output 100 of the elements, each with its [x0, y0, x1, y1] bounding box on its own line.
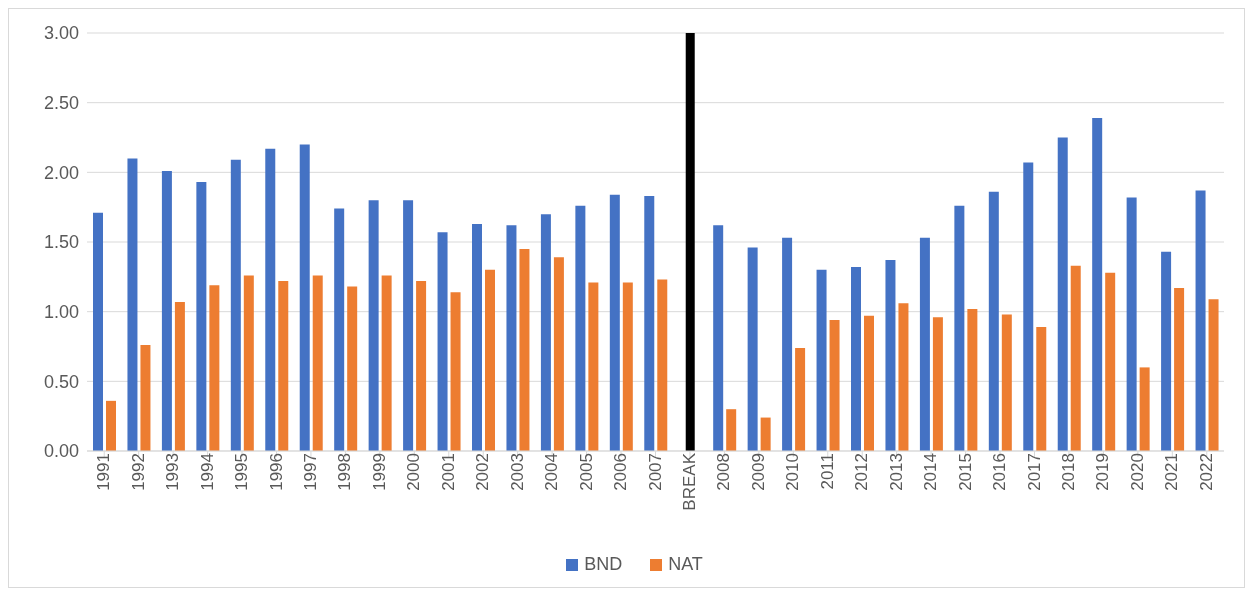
- bar: [553, 257, 564, 451]
- bar: [588, 282, 599, 451]
- x-tick-label: 2022: [1196, 453, 1216, 491]
- y-tick-label: 0.00: [43, 441, 79, 462]
- bar: [403, 200, 414, 451]
- bar: [485, 269, 495, 451]
- x-tick-label: 2015: [955, 453, 975, 491]
- bar: [747, 247, 758, 451]
- bar: [519, 248, 530, 451]
- x-tick-label: 2009: [748, 453, 768, 491]
- y-tick-label: 1.00: [43, 302, 79, 323]
- bar: [299, 144, 310, 451]
- x-tick-label: 2018: [1059, 453, 1079, 491]
- x-tick-label: 2000: [404, 453, 424, 491]
- bar: [127, 158, 138, 451]
- x-tick-label: 1995: [232, 453, 252, 491]
- x-tick-label: 2020: [1127, 453, 1147, 491]
- bar: [1057, 137, 1068, 451]
- y-tick-label: 2.50: [43, 93, 79, 114]
- bar: [726, 409, 737, 451]
- x-tick-label: 2007: [645, 453, 665, 491]
- bar: [540, 214, 551, 451]
- bar: [864, 315, 874, 451]
- bar: [1126, 197, 1137, 451]
- bar: [782, 237, 793, 451]
- bar: [368, 200, 379, 451]
- bar: [1139, 367, 1150, 451]
- x-tick-label: 2011: [817, 453, 837, 490]
- bar: [1195, 190, 1206, 451]
- bar: [1105, 272, 1116, 451]
- bar: [174, 301, 185, 451]
- x-tick-label: 2016: [990, 453, 1010, 491]
- x-tick-label: 1998: [335, 453, 355, 491]
- bar: [816, 269, 827, 451]
- bar: [644, 196, 655, 451]
- bar: [450, 292, 461, 451]
- x-tick-label: 2010: [783, 453, 803, 491]
- x-tick-label: 2008: [714, 453, 734, 491]
- x-tick-label: 2005: [576, 453, 596, 491]
- bar: [1174, 287, 1185, 451]
- bar: [713, 225, 724, 451]
- bar: [1208, 299, 1219, 451]
- x-tick-label: 1999: [369, 453, 389, 491]
- x-tick-label: 1996: [266, 453, 286, 491]
- bar: [1161, 251, 1172, 451]
- bar: [312, 275, 323, 451]
- x-tick-label: 2014: [921, 453, 941, 491]
- x-tick-label: 2019: [1093, 453, 1113, 491]
- bar: [381, 275, 392, 451]
- bar: [898, 303, 909, 451]
- bar: [106, 400, 116, 451]
- x-tick-label: 2012: [852, 453, 872, 491]
- bar: [1092, 117, 1103, 451]
- bar: [472, 223, 482, 451]
- bar: [161, 170, 172, 451]
- bar: [885, 260, 896, 451]
- bar: [575, 205, 586, 451]
- bar: [506, 225, 517, 451]
- bar: [609, 194, 620, 451]
- y-tick-label: 2.00: [43, 162, 79, 183]
- bar: [209, 285, 220, 451]
- legend-label: BND: [584, 554, 623, 575]
- bar: [1036, 326, 1047, 451]
- bar: [278, 281, 289, 451]
- bar: [760, 417, 771, 451]
- x-tick-label: 1993: [163, 453, 183, 491]
- x-tick-label: 1994: [197, 453, 217, 491]
- bar: [196, 182, 207, 451]
- bar: [437, 232, 448, 451]
- bar: [919, 237, 930, 451]
- y-tick-label: 0.50: [43, 371, 79, 392]
- bar: [967, 308, 978, 451]
- x-tick-label: 2002: [473, 453, 493, 491]
- legend-label: NAT: [668, 554, 703, 575]
- bar: [988, 191, 999, 451]
- x-tick-label: 2021: [1162, 453, 1182, 491]
- bar: [851, 267, 861, 451]
- x-tick-label: 2003: [507, 453, 527, 491]
- x-tick-label: 2017: [1024, 453, 1044, 491]
- x-tick-label: 2013: [886, 453, 906, 491]
- bar: [334, 208, 345, 451]
- bar: [243, 275, 254, 451]
- x-tick-label: 2001: [438, 453, 458, 491]
- bar: [347, 286, 358, 451]
- x-tick-label: 2006: [611, 453, 631, 491]
- y-tick-label: 1.50: [43, 232, 79, 253]
- bar: [932, 317, 943, 451]
- bar: [795, 347, 806, 451]
- bar: [622, 282, 633, 451]
- bar: [685, 33, 695, 451]
- bar: [416, 281, 427, 451]
- bar: [230, 159, 241, 451]
- x-tick-label: 1991: [94, 453, 114, 491]
- bar: [1070, 265, 1081, 451]
- bar: [140, 345, 151, 451]
- x-tick-label: 1992: [128, 453, 148, 491]
- bar: [1023, 162, 1034, 451]
- bar: [829, 320, 840, 451]
- bar: [657, 279, 668, 451]
- y-tick-label: 3.00: [43, 23, 79, 44]
